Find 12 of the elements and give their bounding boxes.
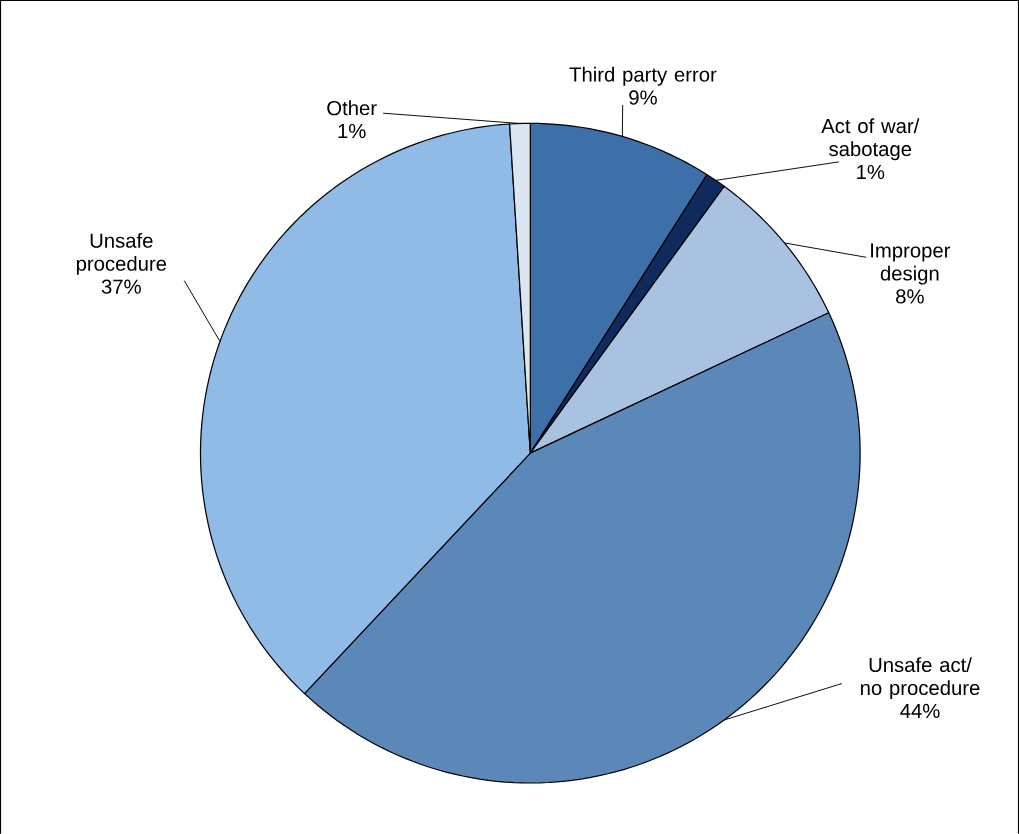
slice-label: Unsafe procedure [76, 232, 167, 275]
slice-label: Improper design [871, 243, 951, 285]
data-label: 44% [900, 703, 940, 718]
slice-label: Act of war/ sabotage [821, 118, 920, 161]
data-label: 9% [629, 90, 657, 105]
data-label: 37% [101, 279, 141, 294]
data-label: 1% [338, 123, 366, 139]
slice-label: Unsafe act/ no procedure [860, 657, 980, 699]
slice-label: Other [327, 100, 377, 116]
slice-label: Third party error [569, 66, 717, 86]
data-label: 1% [857, 164, 885, 179]
data-label: 8% [896, 289, 924, 304]
